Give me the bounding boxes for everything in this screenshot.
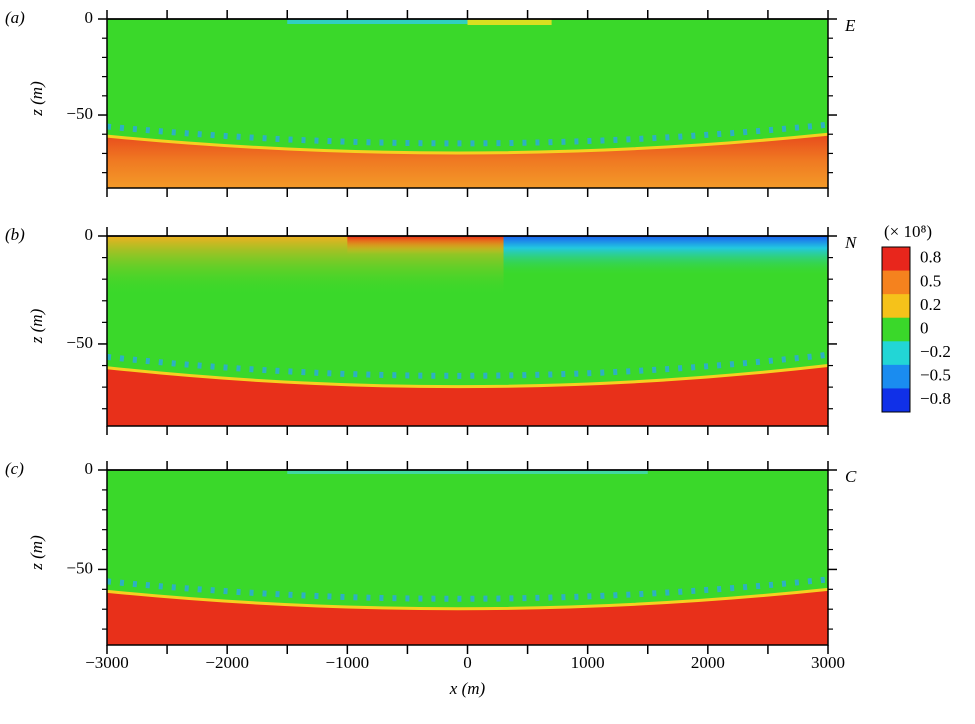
colorbar-swatch — [882, 294, 910, 319]
panel-label: (a) — [5, 8, 25, 27]
x-axis-title: x (m) — [449, 679, 486, 698]
surface-band — [287, 19, 468, 24]
surface-band — [467, 19, 552, 25]
y-axis-title: z (m) — [27, 81, 46, 117]
colorbar-tick-label: −0.5 — [920, 366, 951, 385]
colorbar-tick-label: 0.2 — [920, 295, 941, 314]
colorbar-tick-label: −0.2 — [920, 342, 951, 361]
y-tick-label: 0 — [85, 225, 94, 244]
colorbar-swatch — [882, 388, 910, 413]
x-tick-label: 2000 — [691, 653, 725, 672]
colorbar-title: (× 10⁸) — [884, 222, 932, 241]
colorbar-tick-label: 0 — [920, 318, 929, 337]
colorbar-frame — [881, 246, 911, 413]
field — [107, 470, 828, 645]
panel-label: (b) — [5, 225, 25, 244]
x-tick-label: 0 — [463, 653, 472, 672]
heatmap-field — [107, 470, 828, 645]
interface — [107, 587, 828, 611]
y-tick-label: −50 — [66, 104, 93, 123]
lower-layer — [107, 134, 828, 188]
lower-layer — [107, 589, 828, 645]
colorbar-tick-label: −0.8 — [920, 389, 951, 408]
x-tick-label: 1000 — [571, 653, 605, 672]
panel-label: (c) — [5, 459, 24, 478]
field — [107, 19, 828, 188]
interface — [107, 364, 828, 389]
y-axis-title: z (m) — [27, 308, 46, 344]
x-tick-label: −2000 — [205, 653, 249, 672]
corner-label: N — [844, 233, 858, 252]
field — [107, 236, 828, 426]
colorbar-swatch — [882, 364, 910, 389]
colorbar-tick-label: 0.5 — [920, 271, 941, 290]
surface-band — [347, 236, 504, 254]
x-tick-label: 3000 — [811, 653, 845, 672]
colorbar-tick-label: 0.8 — [920, 248, 941, 267]
x-tick-label: −1000 — [326, 653, 370, 672]
y-tick-label: −50 — [66, 333, 93, 352]
y-tick-label: 0 — [85, 459, 94, 478]
interface — [107, 132, 828, 155]
y-tick-label: −50 — [66, 558, 93, 577]
colorbar-swatch — [882, 270, 910, 295]
colorbar-swatch — [882, 341, 910, 366]
surface-band — [287, 470, 648, 474]
colorbar-swatch — [882, 317, 910, 342]
x-tick-label: −3000 — [85, 653, 129, 672]
lower-layer — [107, 365, 828, 426]
y-axis-title: z (m) — [27, 535, 46, 571]
y-tick-label: 0 — [85, 8, 94, 27]
corner-label: C — [845, 467, 857, 486]
surface-band — [503, 236, 828, 276]
colorbar-swatch — [882, 247, 910, 272]
corner-label: E — [844, 16, 856, 35]
heatmap-field — [107, 236, 828, 426]
heatmap-field — [107, 19, 828, 188]
